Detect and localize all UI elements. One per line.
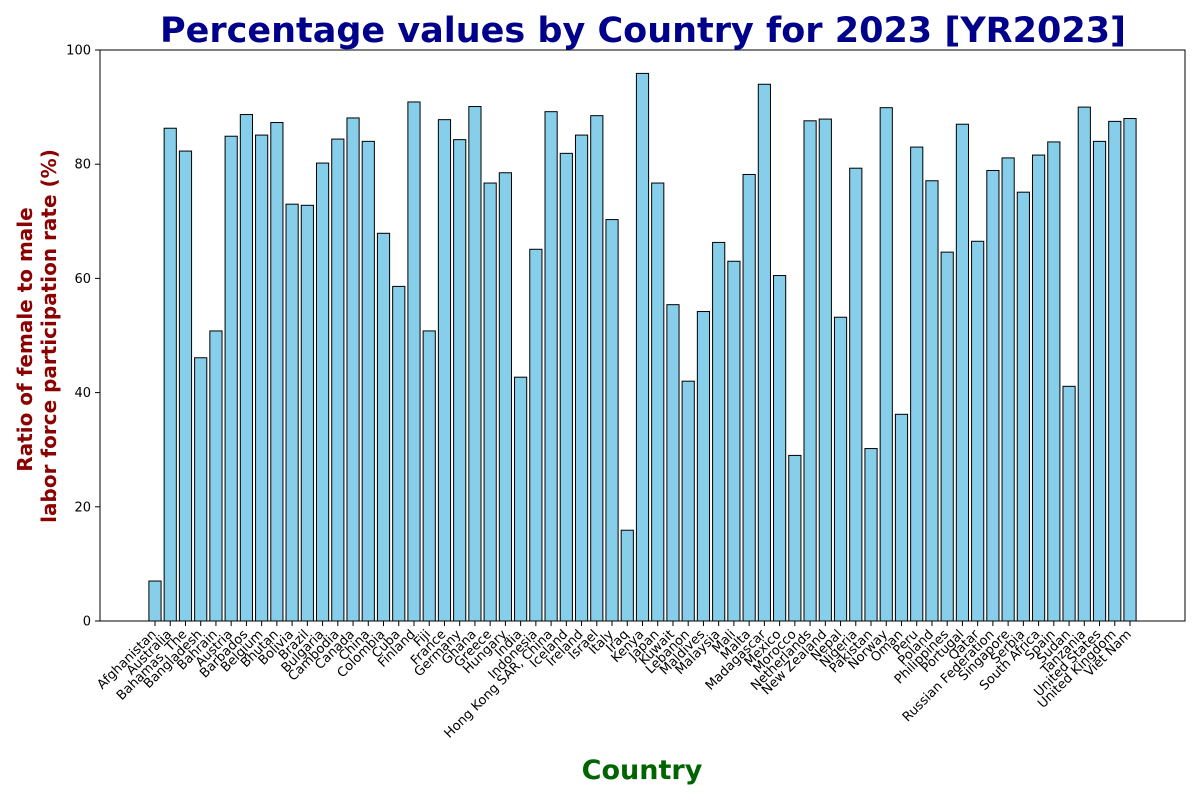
- bar: [285, 203, 299, 622]
- bar: [453, 139, 467, 622]
- bar: [635, 72, 650, 622]
- bar: [163, 127, 177, 622]
- bar: [864, 448, 878, 622]
- bar: [148, 580, 162, 622]
- bar: [620, 529, 634, 622]
- bar: [590, 115, 604, 622]
- bar: [331, 138, 345, 622]
- y-tick-label: 40: [74, 386, 91, 401]
- bar: [1092, 140, 1107, 622]
- bar: [483, 182, 497, 622]
- y-axis-label: Ratio of female to male labor force part…: [13, 149, 61, 523]
- bar: [1077, 106, 1091, 622]
- y-tick-label: 80: [74, 158, 91, 173]
- bar: [315, 162, 330, 622]
- bar: [239, 114, 253, 622]
- plot-frame: [99, 49, 1186, 622]
- bar: [1032, 154, 1046, 622]
- y-tick-label: 100: [66, 44, 91, 59]
- bar: [1062, 385, 1076, 622]
- bar: [910, 146, 924, 622]
- bar: [376, 232, 391, 622]
- bar: [788, 454, 802, 622]
- bar: [696, 311, 711, 622]
- bar: [194, 357, 208, 622]
- bar: [940, 251, 954, 622]
- bar: [422, 330, 436, 622]
- bar: [255, 134, 269, 622]
- bar: [651, 182, 665, 622]
- y-axis-ticks: 0 20 40 60 80 100: [66, 44, 100, 630]
- bar: [727, 260, 741, 622]
- bar: [666, 304, 680, 622]
- bar: [833, 316, 848, 622]
- bar: [361, 140, 375, 622]
- bar: [468, 106, 482, 622]
- bar: [818, 118, 832, 622]
- x-axis-label: Country: [582, 755, 703, 786]
- bar: [605, 219, 619, 622]
- bars: [148, 72, 1137, 622]
- bar: [224, 135, 238, 622]
- bar: [514, 376, 528, 622]
- bar: [270, 122, 284, 622]
- bar: [971, 240, 985, 622]
- y-axis-label-line-1: Ratio of female to male: [13, 207, 37, 471]
- bar: [712, 241, 726, 622]
- bar: [559, 152, 573, 622]
- bar: [392, 285, 406, 622]
- y-tick-label: 20: [74, 500, 91, 515]
- bar: [529, 248, 543, 622]
- bar: [1108, 120, 1122, 622]
- bar: [773, 275, 787, 622]
- bar: [849, 167, 863, 622]
- y-axis-label-line-2: labor force participation rate (%): [37, 149, 61, 523]
- bar: [879, 107, 893, 622]
- bar: [1001, 157, 1015, 622]
- bar: [437, 119, 452, 622]
- bar: [757, 83, 771, 622]
- bar: [544, 111, 558, 622]
- bar: [925, 180, 939, 622]
- bar: [346, 117, 360, 622]
- bar: [1016, 191, 1030, 622]
- bar: [681, 380, 695, 622]
- bar: [742, 173, 756, 622]
- bar: [407, 101, 421, 622]
- bar: [955, 123, 970, 622]
- y-tick-label: 0: [83, 615, 91, 630]
- bar: [803, 120, 817, 622]
- bar: [574, 134, 589, 622]
- bar: [178, 150, 193, 622]
- bar: [498, 172, 512, 622]
- chart-title: Percentage values by Country for 2023 [Y…: [160, 11, 1126, 51]
- bar: [894, 413, 909, 622]
- bar: [1123, 118, 1137, 622]
- bar: [300, 204, 314, 622]
- bar: [1047, 141, 1061, 622]
- bar: [986, 169, 1000, 622]
- y-tick-label: 60: [74, 272, 91, 287]
- bar: [209, 330, 223, 622]
